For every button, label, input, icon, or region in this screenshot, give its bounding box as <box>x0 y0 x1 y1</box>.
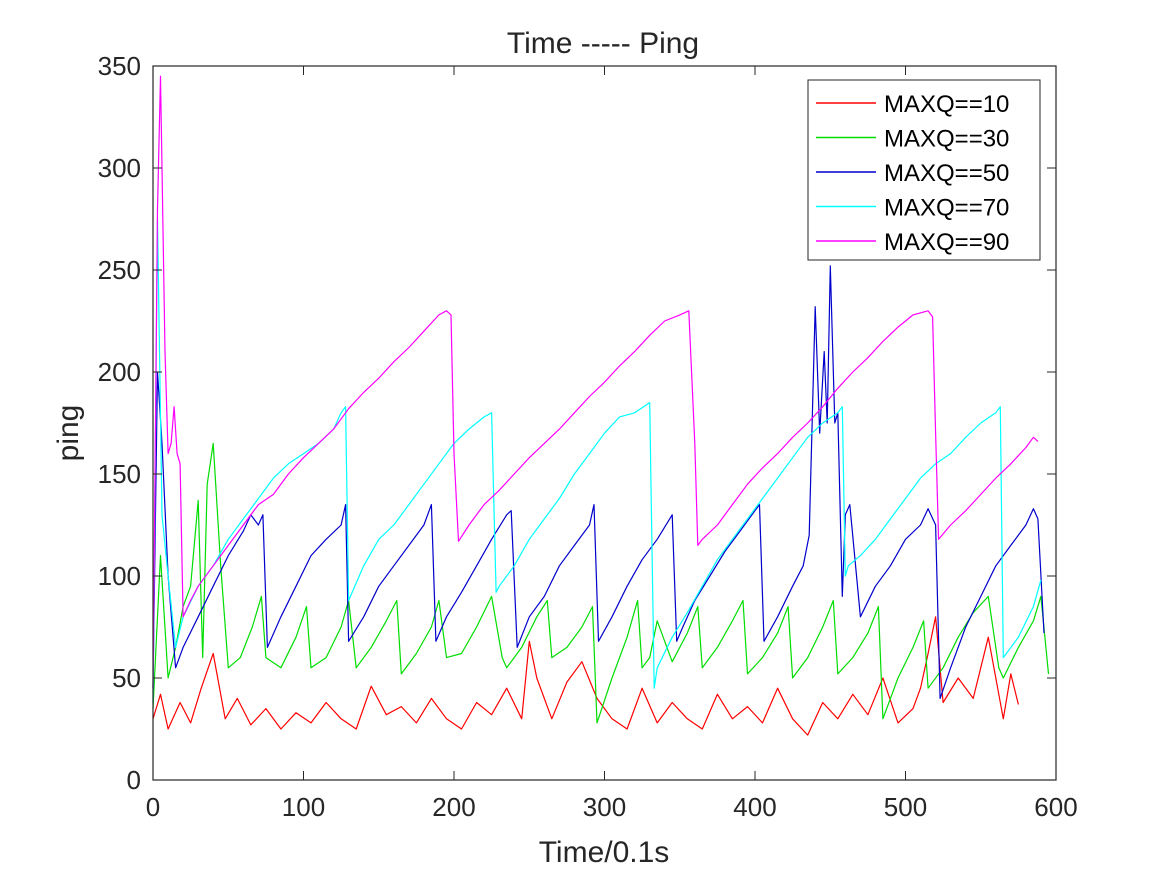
y-tick-label: 100 <box>98 561 141 591</box>
y-tick-label: 0 <box>127 765 141 795</box>
legend-label: MAXQ==30 <box>884 126 1009 153</box>
x-tick-label: 500 <box>884 792 927 822</box>
series-line-4 <box>152 218 1042 703</box>
y-axis-title: ping <box>52 405 85 462</box>
series-line-1 <box>152 616 1019 736</box>
y-axis: 0 50 100 150 200 250 300 350 <box>98 51 1056 795</box>
y-tick-label: 350 <box>98 51 141 81</box>
x-tick-label: 200 <box>432 792 475 822</box>
x-axis: 0 100 200 300 400 500 600 <box>146 66 1078 822</box>
y-tick-label: 200 <box>98 357 141 387</box>
series-line-3 <box>152 265 1045 700</box>
chart-title: Time ----- Ping <box>507 27 699 60</box>
series-line-2 <box>152 442 1050 724</box>
y-tick-label: 300 <box>98 153 141 183</box>
legend-label: MAXQ==90 <box>884 229 1009 256</box>
x-tick-label: 400 <box>733 792 776 822</box>
series-layer <box>152 75 1050 736</box>
series-line-5 <box>152 75 1039 689</box>
legend-item: MAXQ==30 <box>816 126 1009 153</box>
x-tick-label: 300 <box>583 792 626 822</box>
legend-label: MAXQ==10 <box>884 91 1009 118</box>
x-tick-label: 600 <box>1034 792 1077 822</box>
legend-box <box>807 79 1041 261</box>
legend-item: MAXQ==10 <box>816 91 1009 118</box>
y-tick-label: 250 <box>98 255 141 285</box>
y-tick-label: 50 <box>112 663 141 693</box>
legend-item: MAXQ==50 <box>816 160 1009 187</box>
legend-label: MAXQ==70 <box>884 195 1009 222</box>
legend: MAXQ==10 MAXQ==30 MAXQ==50 MAXQ==70 MAXQ==90 <box>807 79 1041 261</box>
legend-item: MAXQ==90 <box>816 229 1009 256</box>
x-tick-label: 0 <box>146 792 160 822</box>
x-axis-title: Time/0.1s <box>539 836 670 869</box>
legend-item: MAXQ==70 <box>816 195 1009 222</box>
x-tick-label: 100 <box>282 792 325 822</box>
y-tick-label: 150 <box>98 459 141 489</box>
legend-label: MAXQ==50 <box>884 160 1009 187</box>
